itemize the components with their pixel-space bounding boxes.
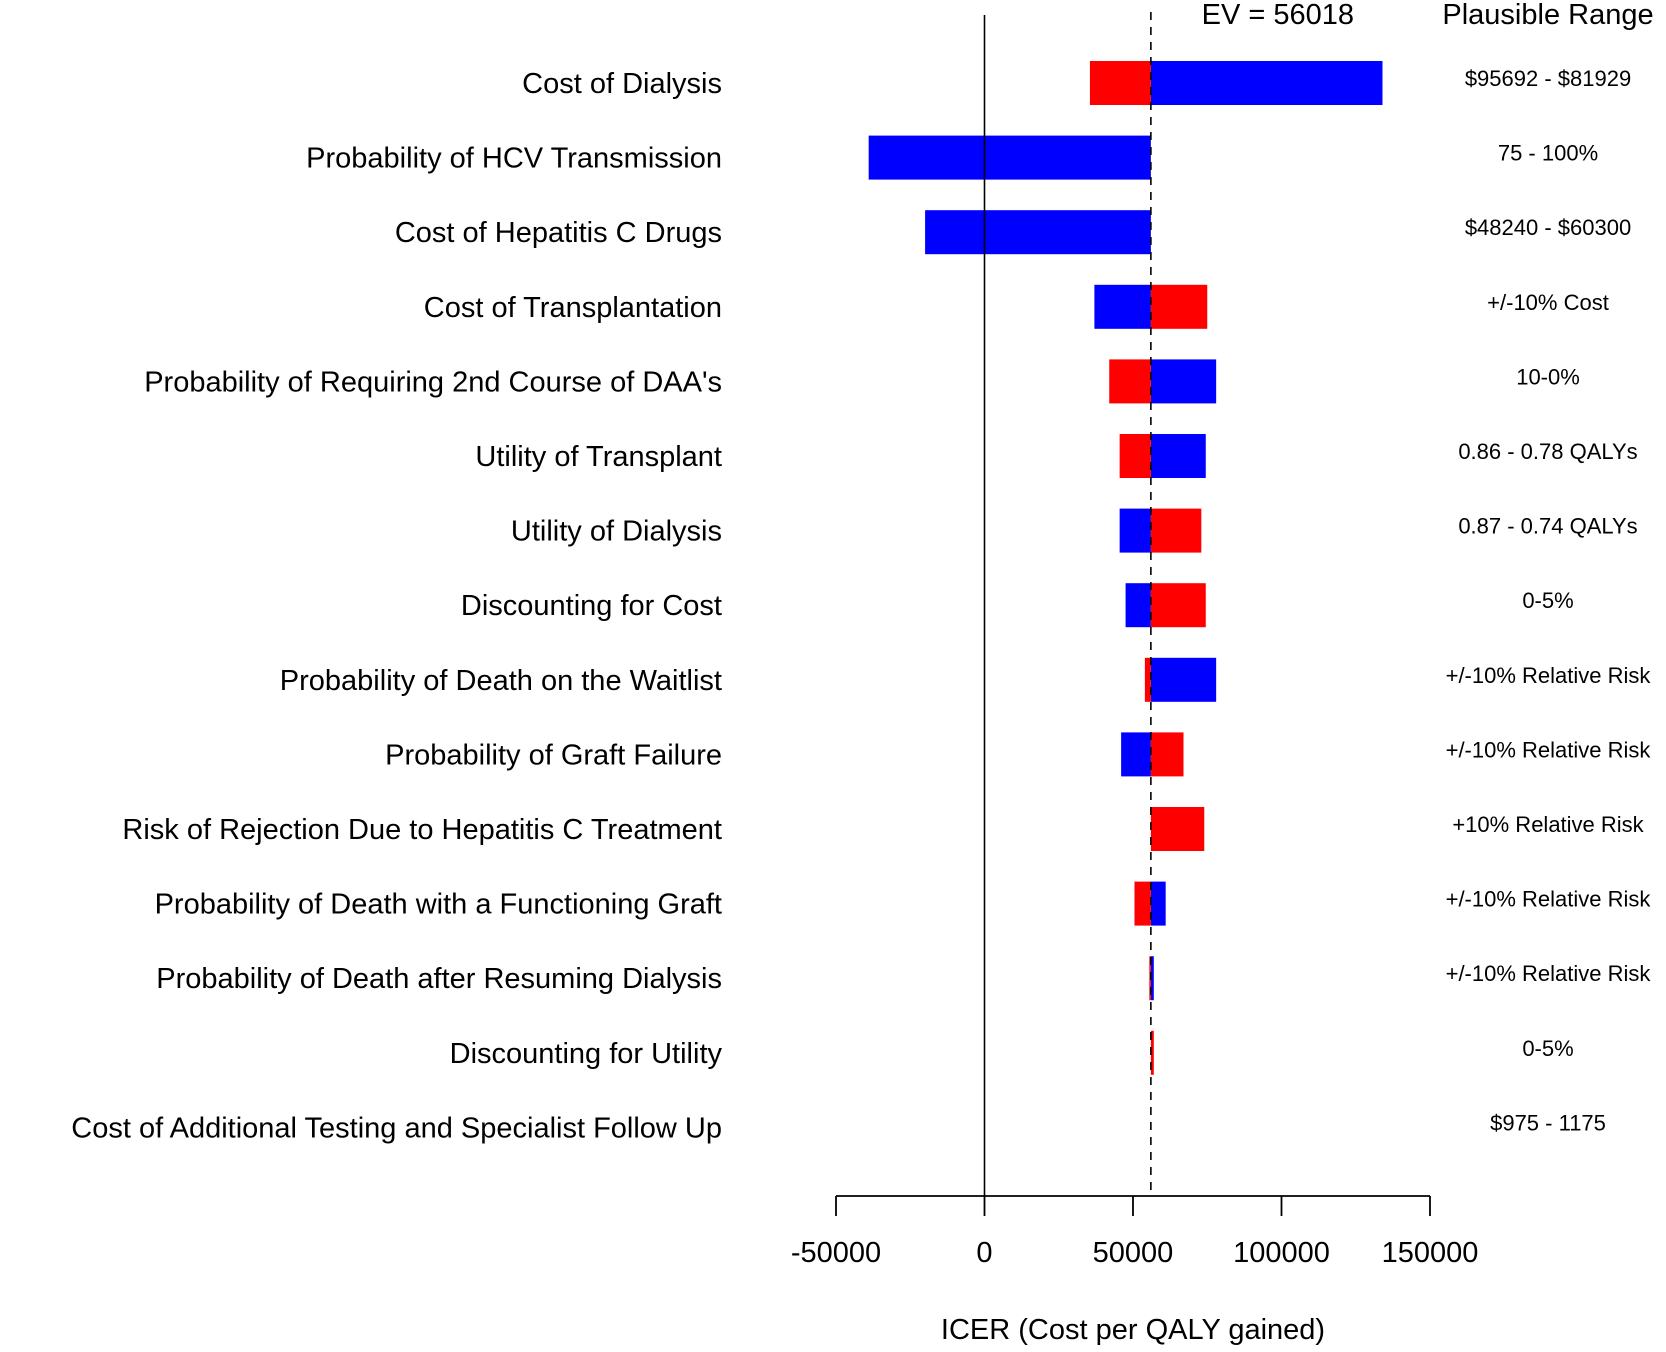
category-label-0: Cost of Dialysis xyxy=(522,68,722,100)
bar-red-10 xyxy=(1150,807,1205,851)
range-label-8: +/-10% Relative Risk xyxy=(1446,663,1652,688)
category-label-14: Cost of Additional Testing and Specialis… xyxy=(71,1112,722,1144)
bar-blue-12 xyxy=(1150,956,1154,1001)
x-tick-label-4: 150000 xyxy=(1382,1237,1479,1269)
bar-blue-6 xyxy=(1119,508,1151,553)
category-label-11: Probability of Death with a Functioning … xyxy=(155,889,722,921)
range-label-0: $95692 - $81929 xyxy=(1465,66,1631,91)
range-label-13: 0-5% xyxy=(1522,1036,1573,1061)
category-label-6: Utility of Dialysis xyxy=(511,516,722,548)
bars-layer xyxy=(868,61,1383,1075)
bar-red-0 xyxy=(1089,61,1151,105)
x-tick-label-3: 100000 xyxy=(1233,1237,1330,1269)
range-label-4: 10-0% xyxy=(1516,364,1580,389)
range-label-9: +/-10% Relative Risk xyxy=(1446,737,1652,762)
bar-blue-1 xyxy=(868,135,1151,180)
labels-layer: EV = 56018 Plausible Range Cost of Dialysi… xyxy=(71,0,1653,1144)
x-tick-label-0: -50000 xyxy=(791,1237,881,1269)
range-label-6: 0.87 - 0.74 QALYs xyxy=(1458,514,1637,539)
bar-blue-2 xyxy=(925,210,1151,255)
category-label-13: Discounting for Utility xyxy=(450,1038,723,1070)
category-label-12: Probability of Death after Resuming Dial… xyxy=(156,963,722,995)
category-label-1: Probability of HCV Transmission xyxy=(306,143,722,175)
bar-blue-7 xyxy=(1125,583,1151,628)
range-label-5: 0.86 - 0.78 QALYs xyxy=(1458,439,1637,464)
bar-red-6 xyxy=(1150,508,1202,553)
category-label-10: Risk of Rejection Due to Hepatitis C Tre… xyxy=(122,814,722,846)
category-label-8: Probability of Death on the Waitlist xyxy=(280,665,722,697)
range-label-2: $48240 - $60300 xyxy=(1465,215,1631,240)
bar-blue-5 xyxy=(1150,434,1206,478)
category-label-4: Probability of Requiring 2nd Course of D… xyxy=(144,366,722,398)
range-label-12: +/-10% Relative Risk xyxy=(1446,961,1652,986)
bar-red-9 xyxy=(1150,732,1184,777)
range-label-14: $975 - 1175 xyxy=(1490,1110,1606,1135)
x-tick-label-2: 50000 xyxy=(1093,1237,1174,1269)
bar-red-13 xyxy=(1150,1030,1154,1075)
bar-red-3 xyxy=(1150,284,1208,329)
range-label-10: +10% Relative Risk xyxy=(1452,812,1644,837)
bar-blue-4 xyxy=(1150,359,1217,404)
category-label-9: Probability of Graft Failure xyxy=(385,739,722,771)
bar-blue-9 xyxy=(1121,732,1151,777)
x-axis: -50000 0 50000 100000 150000 ICER (Cost per Q… xyxy=(791,1195,1479,1346)
bar-blue-3 xyxy=(1094,284,1151,329)
x-tick-label-1: 0 xyxy=(976,1237,992,1269)
bar-blue-8 xyxy=(1150,657,1217,702)
bar-red-7 xyxy=(1150,583,1206,628)
range-label-1: 75 - 100% xyxy=(1498,141,1598,166)
category-label-3: Cost of Transplantation xyxy=(424,292,722,324)
bar-red-8 xyxy=(1144,657,1151,702)
x-axis-title: ICER (Cost per QALY gained) xyxy=(941,1314,1325,1346)
bar-blue-0 xyxy=(1150,61,1383,105)
bar-red-5 xyxy=(1119,434,1151,478)
range-header: Plausible Range xyxy=(1442,0,1653,31)
category-label-7: Discounting for Cost xyxy=(461,590,722,622)
category-label-5: Utility of Transplant xyxy=(475,441,722,473)
range-label-7: 0-5% xyxy=(1522,588,1573,613)
bar-red-4 xyxy=(1109,359,1151,404)
category-label-2: Cost of Hepatitis C Drugs xyxy=(395,217,722,249)
range-label-3: +/-10% Cost xyxy=(1487,290,1609,315)
lines-layer xyxy=(983,12,1152,1196)
ev-label: EV = 56018 xyxy=(1202,0,1354,31)
bar-red-11 xyxy=(1134,881,1151,926)
bar-blue-11 xyxy=(1150,881,1166,926)
range-label-11: +/-10% Relative Risk xyxy=(1446,887,1652,912)
